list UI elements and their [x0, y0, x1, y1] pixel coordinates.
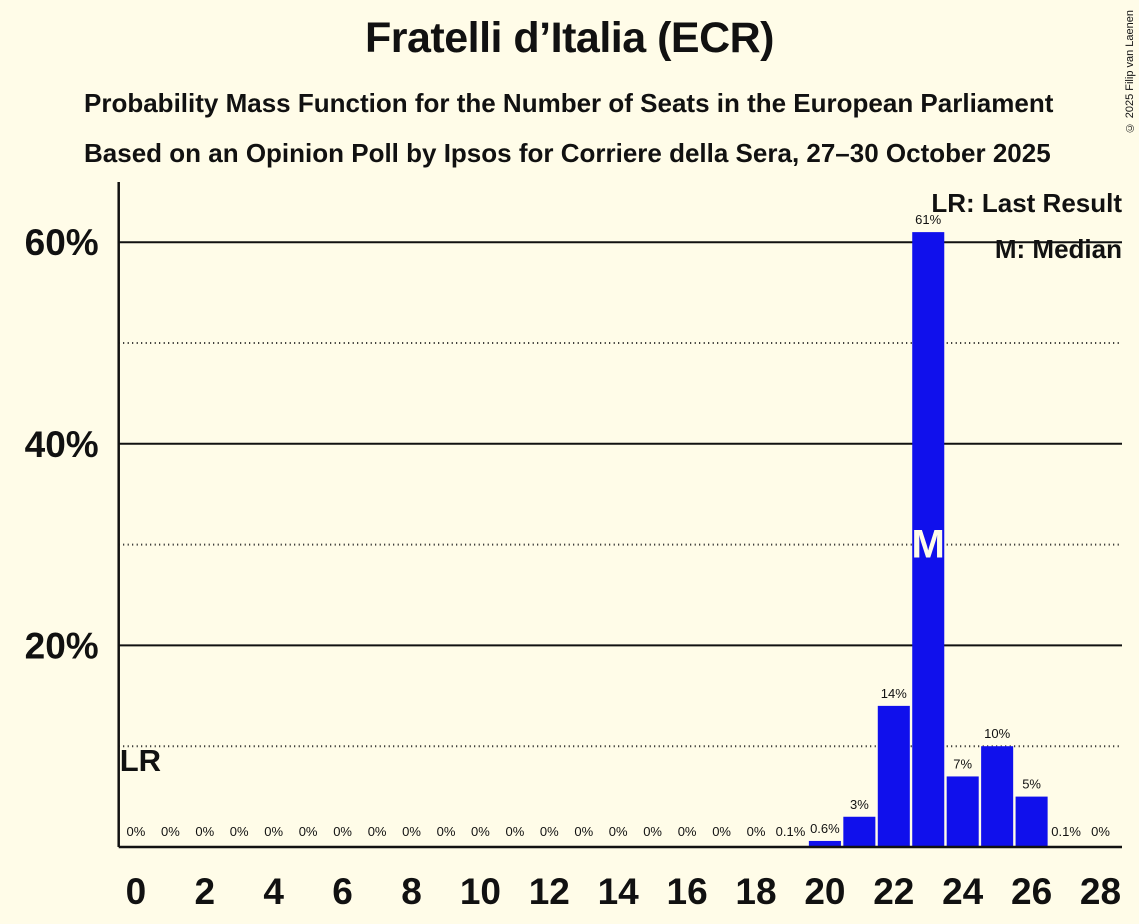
svg-text:3%: 3% [850, 797, 869, 812]
svg-text:0%: 0% [195, 824, 214, 839]
svg-text:LR: LR [120, 743, 161, 778]
svg-text:0%: 0% [437, 824, 456, 839]
svg-text:16: 16 [667, 871, 708, 912]
svg-text:10: 10 [460, 871, 501, 912]
svg-text:4: 4 [263, 871, 284, 912]
svg-text:M: Median: M: Median [995, 234, 1122, 264]
svg-text:20: 20 [804, 871, 845, 912]
svg-text:60%: 60% [25, 222, 99, 263]
svg-text:28: 28 [1080, 871, 1121, 912]
svg-text:14%: 14% [881, 686, 907, 701]
svg-text:2: 2 [195, 871, 216, 912]
svg-text:LR: Last Result: LR: Last Result [931, 188, 1122, 218]
svg-text:26: 26 [1011, 871, 1052, 912]
svg-text:5%: 5% [1022, 777, 1041, 792]
svg-text:0%: 0% [574, 824, 593, 839]
svg-text:0.6%: 0.6% [810, 821, 840, 836]
svg-text:0%: 0% [506, 824, 525, 839]
svg-text:0%: 0% [402, 824, 421, 839]
svg-text:0%: 0% [264, 824, 283, 839]
svg-text:7%: 7% [953, 756, 972, 771]
svg-text:12: 12 [529, 871, 570, 912]
svg-text:0%: 0% [540, 824, 559, 839]
svg-text:0%: 0% [299, 824, 318, 839]
svg-text:6: 6 [332, 871, 353, 912]
svg-text:0%: 0% [1091, 824, 1110, 839]
svg-text:0%: 0% [747, 824, 766, 839]
svg-text:0%: 0% [230, 824, 249, 839]
svg-text:0%: 0% [471, 824, 490, 839]
svg-text:24: 24 [942, 871, 984, 912]
svg-text:0.1%: 0.1% [776, 824, 806, 839]
svg-text:0.1%: 0.1% [1051, 824, 1081, 839]
svg-text:M: M [912, 523, 945, 567]
svg-text:0%: 0% [712, 824, 731, 839]
svg-text:10%: 10% [984, 726, 1010, 741]
svg-text:0%: 0% [368, 824, 387, 839]
svg-text:20%: 20% [25, 625, 99, 666]
svg-text:0%: 0% [643, 824, 662, 839]
svg-text:0%: 0% [127, 824, 146, 839]
svg-text:0: 0 [126, 871, 147, 912]
svg-text:0%: 0% [161, 824, 180, 839]
svg-text:40%: 40% [25, 424, 99, 465]
svg-text:0%: 0% [609, 824, 628, 839]
svg-text:18: 18 [735, 871, 776, 912]
svg-text:0%: 0% [333, 824, 352, 839]
svg-text:14: 14 [598, 871, 640, 912]
svg-text:0%: 0% [678, 824, 697, 839]
svg-text:22: 22 [873, 871, 914, 912]
svg-text:8: 8 [401, 871, 422, 912]
